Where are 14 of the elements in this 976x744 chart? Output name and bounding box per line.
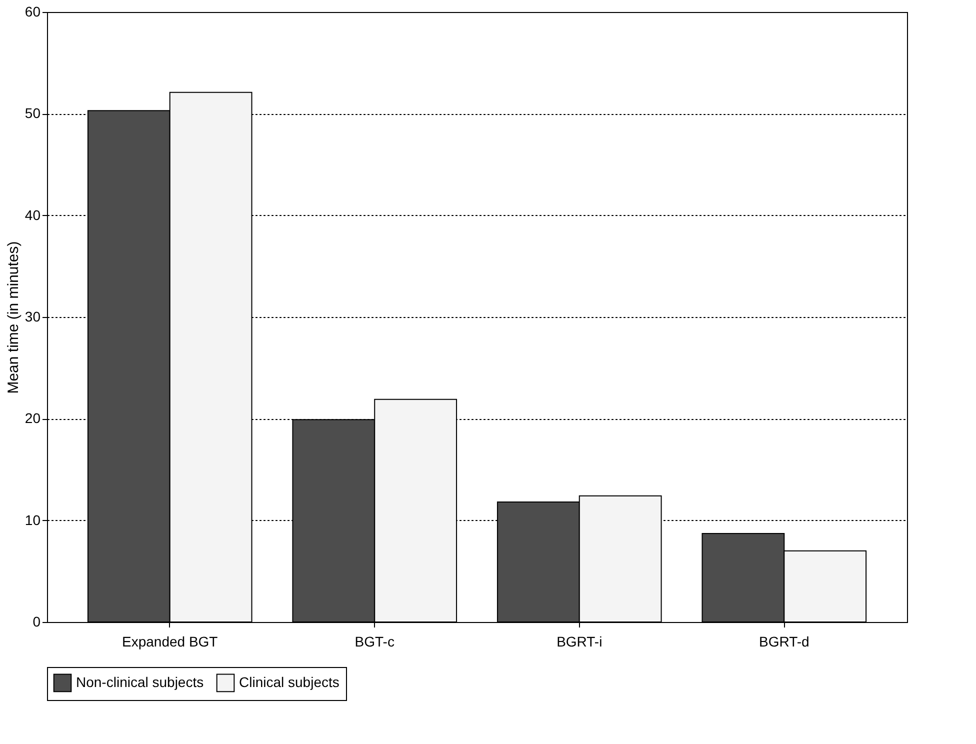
x-tick-label: Expanded BGT [122, 634, 218, 650]
legend-label: Clinical subjects [239, 674, 340, 690]
x-tick-label: BGRT-d [758, 634, 810, 650]
x-tick-label: BGRT-i [556, 634, 602, 650]
y-tick-label: 20 [24, 410, 41, 426]
x-tick-label: BGT-c [354, 634, 394, 650]
y-tick-label: 50 [24, 105, 41, 122]
y-tick-label: 60 [24, 4, 41, 20]
y-tick-label: 40 [24, 206, 41, 223]
legend-label: Non-clinical subjects [76, 674, 204, 690]
y-tick-label: 0 [32, 614, 41, 630]
y-tick-label: 10 [24, 512, 41, 528]
y-tick-label: 30 [24, 308, 41, 324]
y-axis-title: Mean time (in minutes) [4, 241, 22, 394]
